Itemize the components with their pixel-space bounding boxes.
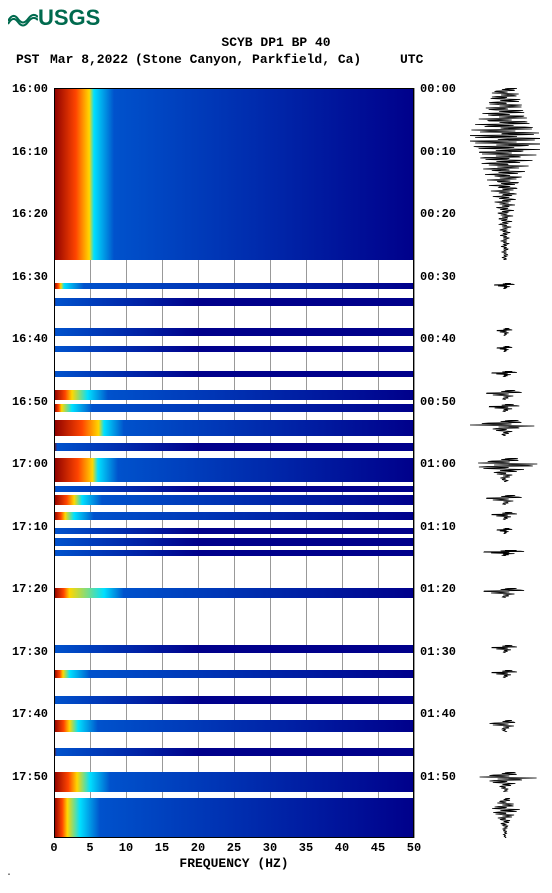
seismogram-column: [470, 88, 540, 838]
y-tick-right: 01:30: [420, 645, 456, 659]
seismogram-trace: [470, 88, 540, 260]
seismogram-trace: [470, 458, 540, 482]
seismogram-trace: [470, 404, 540, 412]
spectrogram-band: [54, 371, 414, 377]
y-tick-right: 01:10: [420, 520, 456, 534]
spectrogram-band: [54, 298, 414, 306]
spectrogram-band: [54, 390, 414, 400]
spectrogram-band: [54, 495, 414, 505]
tz-left-label: PST: [16, 52, 39, 67]
spectrogram-band: [54, 458, 414, 482]
x-tick: 25: [227, 841, 241, 855]
y-tick-right: 00:30: [420, 270, 456, 284]
seismogram-trace: [470, 670, 540, 678]
seismogram-trace: [470, 495, 540, 505]
x-tick: 15: [155, 841, 169, 855]
y-tick-right: 00:40: [420, 332, 456, 346]
tz-right-label: UTC: [400, 52, 423, 67]
y-tick-left: 17:50: [0, 770, 48, 784]
x-tick: 10: [119, 841, 133, 855]
y-tick-right: 00:20: [420, 207, 456, 221]
seismogram-trace: [470, 283, 540, 289]
spectrogram-band: [54, 486, 414, 492]
seismogram-trace: [470, 528, 540, 534]
y-tick-left: 16:40: [0, 332, 48, 346]
spectrogram-band: [54, 404, 414, 412]
spectrogram-plot: 0510152025303540455016:0016:1016:2016:30…: [54, 88, 414, 838]
x-tick: 20: [191, 841, 205, 855]
chart-title: SCYB DP1 BP 40: [0, 35, 552, 50]
spectrogram-band: [54, 798, 414, 838]
x-tick: 35: [299, 841, 313, 855]
location-label: (Stone Canyon, Parkfield, Ca): [135, 52, 361, 67]
usgs-logo: USGS: [8, 5, 100, 31]
y-tick-left: 17:10: [0, 520, 48, 534]
spectrogram-band: [54, 645, 414, 653]
spectrogram-band: [54, 328, 414, 336]
spectrogram-band: [54, 748, 414, 756]
seismogram-trace: [470, 798, 540, 838]
spectrogram-band: [54, 443, 414, 451]
y-tick-right: 01:00: [420, 457, 456, 471]
seismogram-trace: [470, 420, 540, 436]
x-tick: 50: [407, 841, 421, 855]
y-tick-right: 00:00: [420, 82, 456, 96]
y-tick-left: 16:30: [0, 270, 48, 284]
spectrogram-band: [54, 550, 414, 556]
seismogram-trace: [470, 371, 540, 377]
seismogram-trace: [470, 772, 540, 792]
spectrogram-band: [54, 283, 414, 289]
seismogram-trace: [470, 328, 540, 336]
spectrogram-band: [54, 420, 414, 436]
grid-line: [414, 88, 415, 838]
y-tick-right: 01:20: [420, 582, 456, 596]
y-tick-right: 00:10: [420, 145, 456, 159]
spectrogram-band: [54, 720, 414, 732]
logo-text: USGS: [38, 5, 100, 31]
seismogram-trace: [470, 550, 540, 556]
spectrogram-band: [54, 346, 414, 352]
y-tick-left: 16:00: [0, 82, 48, 96]
seismogram-trace: [470, 346, 540, 352]
x-tick: 30: [263, 841, 277, 855]
seismogram-trace: [470, 645, 540, 653]
spectrogram-band: [54, 528, 414, 534]
seismogram-trace: [470, 720, 540, 732]
x-axis-label: FREQUENCY (HZ): [54, 856, 414, 871]
spectrogram-band: [54, 588, 414, 598]
seismogram-trace: [470, 390, 540, 400]
y-tick-right: 01:40: [420, 707, 456, 721]
spectrogram-band: [54, 772, 414, 792]
y-tick-left: 17:00: [0, 457, 48, 471]
y-tick-left: 17:30: [0, 645, 48, 659]
spectrogram-band: [54, 670, 414, 678]
y-tick-right: 00:50: [420, 395, 456, 409]
spectrogram-band: [54, 696, 414, 704]
y-tick-left: 17:20: [0, 582, 48, 596]
y-tick-right: 01:50: [420, 770, 456, 784]
y-tick-left: 16:10: [0, 145, 48, 159]
wave-icon: [8, 9, 38, 27]
footer-mark: .: [6, 868, 12, 879]
spectrogram-band: [54, 88, 414, 260]
y-tick-left: 17:40: [0, 707, 48, 721]
seismogram-trace: [470, 588, 540, 598]
x-tick: 0: [50, 841, 57, 855]
x-tick: 45: [371, 841, 385, 855]
spectrogram-band: [54, 538, 414, 546]
spectrogram-band: [54, 512, 414, 520]
x-tick: 5: [86, 841, 93, 855]
x-tick: 40: [335, 841, 349, 855]
date-label: Mar 8,2022: [50, 52, 128, 67]
y-tick-left: 16:50: [0, 395, 48, 409]
seismogram-trace: [470, 512, 540, 520]
y-tick-left: 16:20: [0, 207, 48, 221]
